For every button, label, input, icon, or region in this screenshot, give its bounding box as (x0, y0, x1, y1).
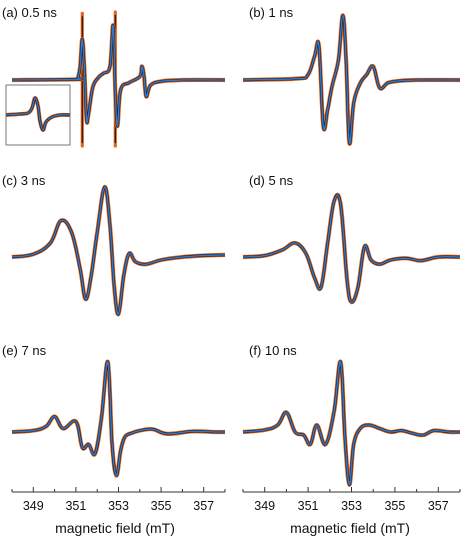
x-tick-label-f-355: 355 (384, 499, 405, 513)
mean-line-e (11, 361, 226, 477)
x-axis-label-left: magnetic field (mT) (55, 520, 175, 536)
spectrum-panel-e (11, 359, 226, 478)
mean-line-b (242, 14, 461, 145)
panel-title-a: (a) 0.5 ns (2, 5, 57, 20)
spectra-layer (11, 10, 461, 487)
spread-line-e (11, 360, 226, 477)
spectrum-panel-d (242, 192, 461, 305)
spectrum-panel-b (242, 13, 461, 146)
x-tick-label-f-351: 351 (298, 499, 319, 513)
spread-line-d (242, 193, 461, 304)
x-tick-label-f-353: 353 (341, 499, 362, 513)
x-tick-label-e-355: 355 (151, 499, 172, 513)
inset-zoom (5, 84, 71, 146)
x-tick-label-f-349: 349 (254, 499, 275, 513)
x-tick-label-e-351: 351 (65, 499, 86, 513)
panel-title-d: (d) 5 ns (249, 173, 294, 188)
panel-title-c: (c) 3 ns (2, 173, 46, 188)
mean-line-d (242, 194, 461, 303)
x-tick-label-f-357: 357 (428, 499, 449, 513)
mean-line-c (11, 186, 226, 315)
axes-layer: 349 351 353 355 357 349 351 353 355 357 (11, 487, 461, 513)
envelope-line-d (242, 192, 461, 305)
panel-title-b: (b) 1 ns (249, 5, 294, 20)
mean-line-a (11, 24, 226, 127)
inset-mean-line (5, 97, 71, 131)
x-tick-label-e-353: 353 (108, 499, 129, 513)
spectrum-panel-f (242, 359, 461, 487)
panel-title-f: (f) 10 ns (249, 343, 297, 358)
mean-line-f (242, 361, 461, 486)
x-tick-label-e-349: 349 (23, 499, 44, 513)
envelope-line-c (11, 184, 226, 317)
x-tick-label-e-357: 357 (193, 499, 214, 513)
spectrum-panel-c (11, 184, 226, 317)
spectrum-panel-a (11, 10, 226, 148)
panel-title-e: (e) 7 ns (2, 343, 47, 358)
x-axis-label-right: magnetic field (mT) (290, 520, 410, 536)
